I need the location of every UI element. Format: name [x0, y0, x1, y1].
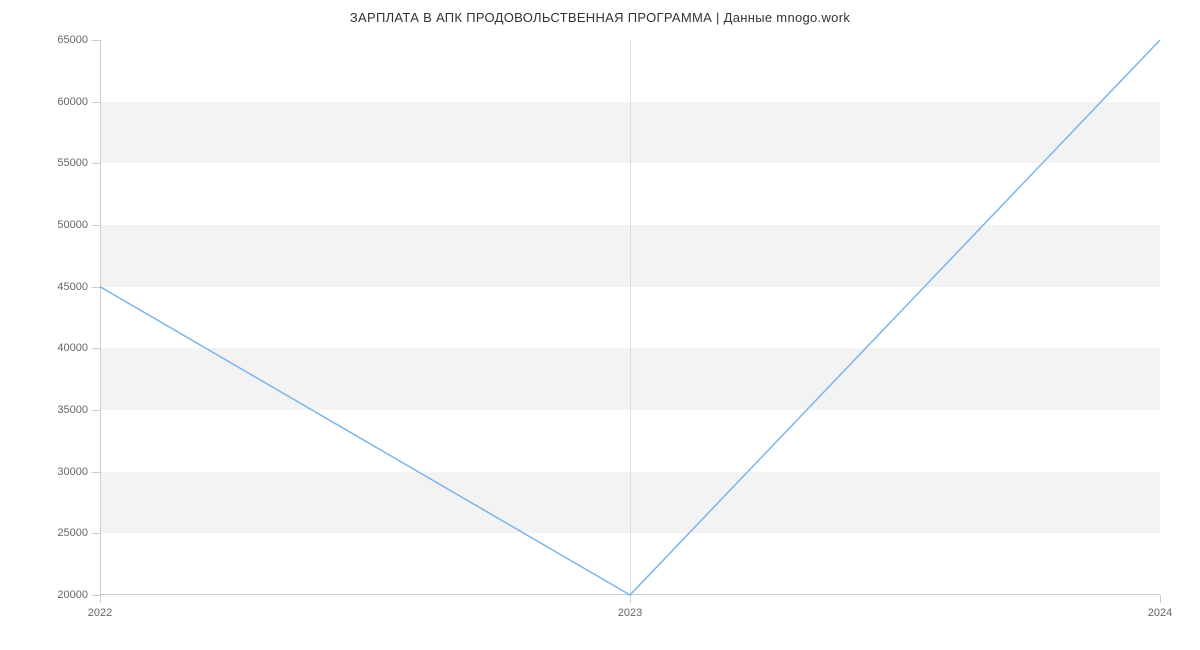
- y-tick-label: 65000: [57, 34, 88, 46]
- y-tick-label: 30000: [57, 466, 88, 478]
- y-tick-label: 55000: [57, 157, 88, 169]
- y-tick-label: 20000: [57, 589, 88, 601]
- chart-title: ЗАРПЛАТА В АПК ПРОДОВОЛЬСТВЕННАЯ ПРОГРАМ…: [0, 0, 1200, 25]
- x-tick: [100, 595, 101, 603]
- y-tick: [92, 287, 100, 288]
- x-tick-label: 2022: [88, 607, 112, 619]
- series-line: [100, 40, 1160, 595]
- y-tick: [92, 102, 100, 103]
- x-tick-label: 2023: [618, 607, 642, 619]
- y-tick: [92, 533, 100, 534]
- y-tick: [92, 348, 100, 349]
- y-tick-label: 35000: [57, 404, 88, 416]
- x-tick: [1160, 595, 1161, 603]
- y-tick: [92, 410, 100, 411]
- chart-plot-area: 2000025000300003500040000450005000055000…: [100, 40, 1160, 595]
- y-tick: [92, 40, 100, 41]
- y-tick-label: 25000: [57, 527, 88, 539]
- x-tick-label: 2024: [1148, 607, 1172, 619]
- y-tick: [92, 163, 100, 164]
- y-tick: [92, 595, 100, 596]
- y-tick-label: 60000: [57, 96, 88, 108]
- y-tick-label: 50000: [57, 219, 88, 231]
- y-tick: [92, 472, 100, 473]
- x-tick: [630, 595, 631, 603]
- y-tick: [92, 225, 100, 226]
- y-tick-label: 40000: [57, 342, 88, 354]
- y-tick-label: 45000: [57, 281, 88, 293]
